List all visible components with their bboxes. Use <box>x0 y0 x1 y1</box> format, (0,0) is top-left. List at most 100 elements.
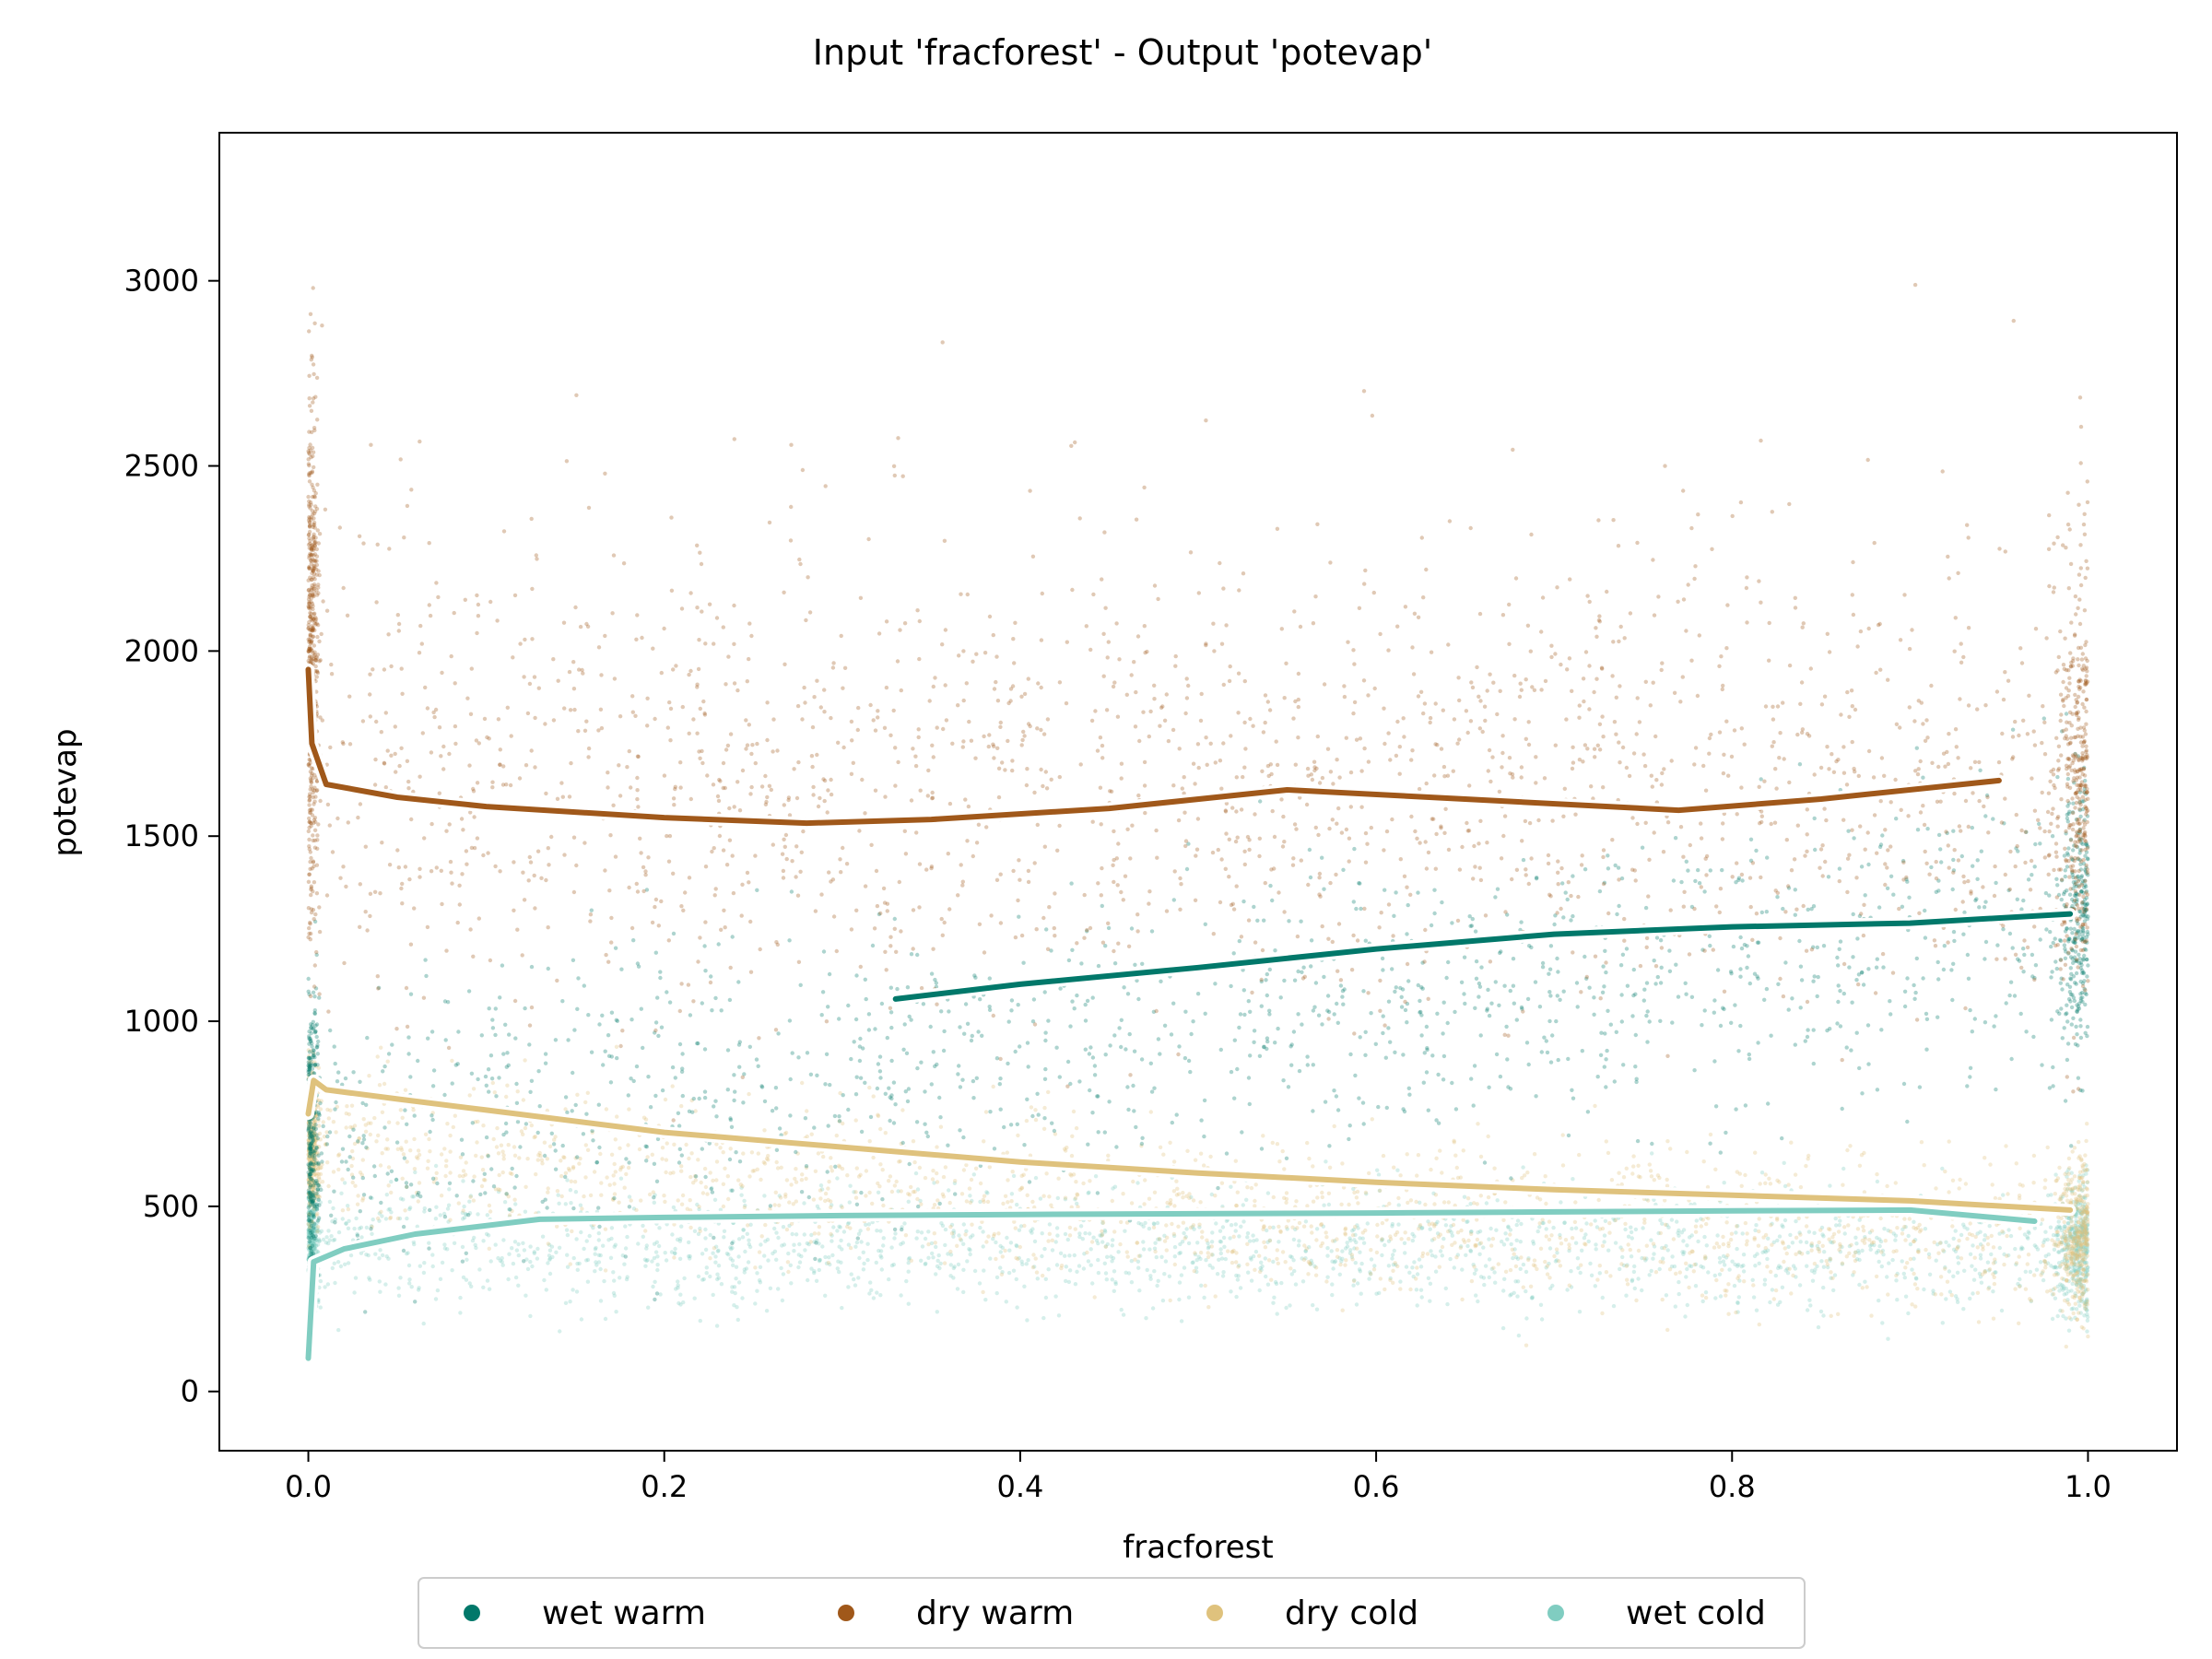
scatter-point <box>1018 1187 1022 1193</box>
scatter-point <box>2066 1182 2071 1187</box>
scatter-point <box>848 1183 853 1188</box>
scatter-point <box>1679 1230 1685 1235</box>
scatter-point <box>2053 1172 2058 1177</box>
scatter-point <box>1284 1196 1289 1202</box>
scatter-point <box>2084 1171 2088 1176</box>
scatter-point <box>1303 1219 1309 1224</box>
scatter-point <box>1046 1267 1051 1272</box>
scatter-point <box>1677 1279 1681 1285</box>
scatter-point <box>704 1271 709 1276</box>
scatter-point <box>688 1198 692 1203</box>
scatter-point <box>923 1236 928 1241</box>
scatter-point <box>994 1275 1000 1280</box>
scatter-point <box>1829 1240 1833 1244</box>
scatter-point <box>2017 1254 2021 1259</box>
scatter-point <box>311 1235 315 1241</box>
scatter-point <box>1065 1237 1071 1242</box>
scatter-point <box>1050 1238 1055 1243</box>
scatter-point <box>310 1241 314 1247</box>
scatter-point <box>784 1178 790 1182</box>
scatter-point <box>321 1237 326 1242</box>
scatter-point <box>1236 1265 1241 1269</box>
scatter-point <box>1545 1264 1550 1268</box>
scatter-point <box>1763 1250 1769 1254</box>
scatter-point <box>314 1237 319 1242</box>
scatter-point <box>1819 1225 1825 1230</box>
scatter-point <box>1714 1241 1720 1246</box>
scatter-point <box>1344 1258 1348 1263</box>
scatter-point <box>609 1236 614 1241</box>
scatter-point <box>1855 1227 1861 1231</box>
scatter-point <box>1091 1235 1096 1240</box>
scatter-point <box>1465 1219 1470 1224</box>
scatter-point <box>1533 1264 1537 1268</box>
scatter-point <box>1089 1240 1095 1244</box>
scatter-point <box>324 1241 329 1245</box>
scatter-point <box>657 1226 662 1230</box>
scatter-point <box>1649 1238 1653 1242</box>
scatter-point <box>1297 1239 1301 1243</box>
scatter-point <box>1147 1196 1152 1201</box>
scatter-point <box>377 1083 382 1088</box>
scatter-point <box>1229 1184 1233 1189</box>
scatter-point <box>2081 1283 2087 1288</box>
scatter-point <box>2084 1301 2088 1307</box>
scatter-point <box>1589 1222 1594 1227</box>
scatter-point <box>561 1155 566 1159</box>
scatter-point <box>915 1187 921 1192</box>
scatter-point <box>2064 1344 2068 1349</box>
scatter-point <box>1367 1171 1371 1176</box>
scatter-point <box>2082 1184 2087 1190</box>
scatter-point <box>2065 1278 2069 1284</box>
scatter-point <box>1653 1270 1659 1275</box>
scatter-point <box>396 1286 401 1290</box>
scatter-point <box>500 1255 504 1261</box>
scatter-point <box>1026 1258 1030 1263</box>
scatter-point <box>1793 1172 1798 1177</box>
scatter-point <box>1033 1175 1039 1181</box>
scatter-point <box>306 1234 312 1239</box>
scatter-point <box>1993 1257 1997 1262</box>
scatter-point <box>524 1293 528 1298</box>
scatter-point <box>309 1244 313 1249</box>
scatter-point <box>1172 1262 1178 1267</box>
scatter-point <box>1877 1298 1881 1303</box>
scatter-point <box>462 1215 467 1220</box>
scatter-point <box>1573 1226 1579 1230</box>
scatter-point <box>618 1146 622 1151</box>
scatter-point <box>1539 1317 1545 1322</box>
scatter-point <box>1828 1258 1832 1263</box>
scatter-point <box>445 1247 450 1252</box>
scatter-point <box>926 1230 931 1234</box>
scatter-point <box>1927 1272 1933 1277</box>
scatter-point <box>915 1196 920 1202</box>
scatter-point <box>1862 1241 1867 1245</box>
scatter-point <box>307 1231 312 1237</box>
scatter-point <box>379 1209 383 1215</box>
scatter-point <box>1565 1288 1570 1292</box>
scatter-point <box>312 1246 317 1252</box>
scatter-point <box>401 1152 406 1157</box>
scatter-point <box>352 1226 357 1231</box>
scatter-point <box>1198 1200 1203 1205</box>
scatter-point <box>1962 1268 1967 1274</box>
scatter-point <box>1805 1264 1809 1268</box>
scatter-point <box>1249 1185 1254 1191</box>
scatter-point <box>2008 1233 2014 1239</box>
scatter-point <box>1113 1280 1118 1285</box>
scatter-point <box>1253 1204 1257 1208</box>
scatter-point <box>1518 1240 1524 1244</box>
scatter-point <box>378 1248 382 1253</box>
scatter-point <box>747 1238 751 1242</box>
scatter-point <box>2070 1281 2075 1287</box>
scatter-point <box>336 1167 341 1172</box>
scatter-point <box>1537 1225 1542 1230</box>
scatter-point <box>407 1206 413 1210</box>
scatter-point <box>1067 1225 1073 1230</box>
scatter-point <box>1139 1222 1144 1227</box>
scatter-point <box>1353 1261 1359 1265</box>
scatter-point <box>1165 1235 1170 1241</box>
scatter-point <box>1350 1233 1356 1238</box>
scatter-point <box>1271 1259 1276 1265</box>
scatter-point <box>728 1147 733 1151</box>
